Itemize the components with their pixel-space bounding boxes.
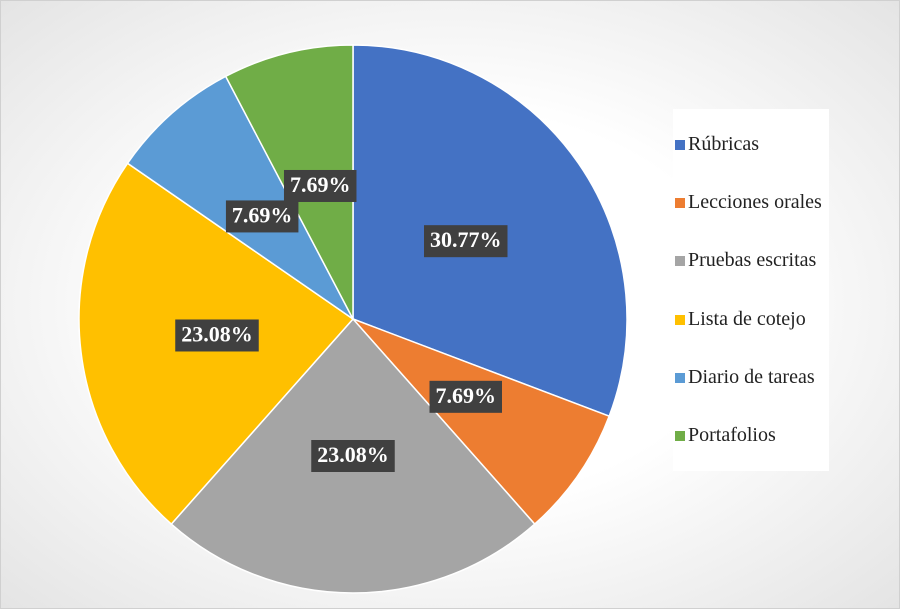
legend-item: Lista de cotejo	[673, 308, 829, 331]
label-box	[175, 319, 259, 352]
pie-slice	[126, 75, 354, 320]
legend: Rúbricas Lecciones orales Pruebas escritas…	[673, 109, 829, 471]
legend-item: Rúbricas	[673, 133, 829, 156]
label-box	[225, 200, 299, 233]
legend-label: Portafolios	[688, 424, 776, 447]
legend-swatch	[675, 197, 685, 208]
label-box	[429, 380, 503, 413]
value-label: 7.69%	[232, 202, 293, 227]
value-label: 7.69%	[290, 172, 351, 197]
data-label: 7.69%	[283, 169, 357, 202]
legend-label: Lecciones orales	[688, 190, 822, 213]
legend-label: Diario de tareas	[688, 365, 815, 388]
data-label: 23.08%	[311, 440, 395, 472]
legend-label: Pruebas escritas	[688, 249, 817, 272]
value-label: 30.77%	[430, 227, 502, 252]
legend-swatch	[675, 372, 685, 383]
value-label: 23.08%	[181, 322, 253, 347]
legend-swatch	[675, 431, 685, 442]
legend-swatch	[675, 139, 685, 150]
label-box	[283, 169, 357, 202]
data-label: 7.69%	[429, 380, 503, 413]
label-box	[311, 440, 395, 472]
legend-label: Lista de cotejo	[688, 307, 806, 330]
data-label: 23.08%	[175, 319, 259, 352]
data-label: 30.77%	[424, 225, 508, 258]
legend-item: Pruebas escritas	[673, 249, 829, 272]
legend-item: Portafolios	[673, 424, 829, 447]
legend-label: Rúbricas	[688, 132, 760, 155]
legend-item: Lecciones orales	[673, 191, 829, 214]
value-label: 23.08%	[317, 442, 389, 467]
pie-slice	[352, 318, 611, 526]
label-box	[424, 225, 508, 258]
legend-swatch	[675, 314, 685, 325]
value-label: 7.69%	[436, 383, 497, 408]
legend-item: Diario de tareas	[673, 366, 829, 389]
legend-swatch	[675, 256, 685, 267]
data-label: 7.69%	[225, 200, 299, 233]
